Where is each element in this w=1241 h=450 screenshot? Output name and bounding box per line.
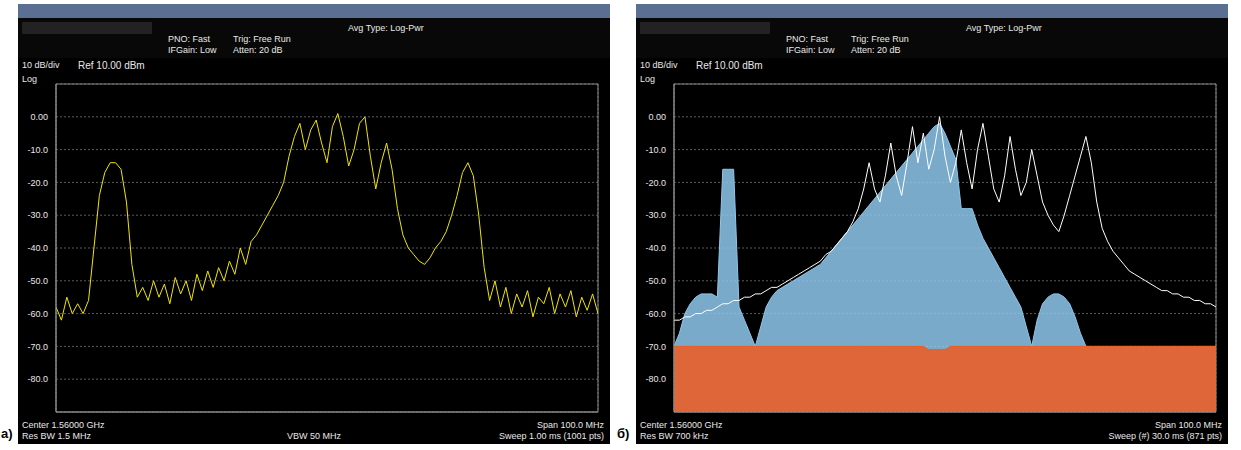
svg-text:-80.0: -80.0 bbox=[645, 374, 666, 384]
html-text:a): a) bbox=[1, 426, 13, 441]
html-text:Atten: 20 dB: Atten: 20 dB bbox=[851, 45, 901, 55]
html-text:IFGain: Low: IFGain: Low bbox=[168, 45, 217, 55]
svg-text:-20.0: -20.0 bbox=[27, 178, 48, 188]
html-text:Trig: Free Run: Trig: Free Run bbox=[233, 34, 291, 44]
html-text:б): б) bbox=[617, 426, 630, 441]
html-text:Span 100.0 MHz: Span 100.0 MHz bbox=[1155, 420, 1222, 430]
html-text:IFGain: Low: IFGain: Low bbox=[786, 45, 835, 55]
svg-text:-30.0: -30.0 bbox=[27, 210, 48, 220]
svg-text:-10.0: -10.0 bbox=[27, 145, 48, 155]
html-text:Log: Log bbox=[22, 74, 37, 84]
svg-text:-20.0: -20.0 bbox=[645, 178, 666, 188]
html-text:Center 1.56000 GHz: Center 1.56000 GHz bbox=[22, 420, 105, 430]
html-text:Avg Type: Log-Pwr: Avg Type: Log-Pwr bbox=[966, 23, 1042, 33]
svg-text:-70.0: -70.0 bbox=[645, 342, 666, 352]
html-text:Avg Type: Log-Pwr: Avg Type: Log-Pwr bbox=[348, 23, 424, 33]
svg-text:-40.0: -40.0 bbox=[645, 243, 666, 253]
html-text:Res BW 1.5 MHz: Res BW 1.5 MHz bbox=[22, 431, 91, 441]
html-text:Span 100.0 MHz: Span 100.0 MHz bbox=[537, 420, 604, 430]
html-text:Res BW 700 kHz: Res BW 700 kHz bbox=[640, 431, 709, 441]
svg-text:-10.0: -10.0 bbox=[645, 145, 666, 155]
svg-text:-40.0: -40.0 bbox=[27, 243, 48, 253]
html-text:VBW 50 MHz: VBW 50 MHz bbox=[287, 431, 341, 441]
svg-text:0.00: 0.00 bbox=[30, 112, 48, 122]
svg-text:-70.0: -70.0 bbox=[27, 342, 48, 352]
html-text:Log: Log bbox=[640, 74, 655, 84]
html-text:Sweep 1.00 ms (1001 pts): Sweep 1.00 ms (1001 pts) bbox=[498, 431, 604, 441]
html-text:Sweep (#) 30.0 ms (871 pts): Sweep (#) 30.0 ms (871 pts) bbox=[1108, 431, 1222, 441]
html-text:Center 1.56000 GHz: Center 1.56000 GHz bbox=[640, 420, 723, 430]
svg-text:-60.0: -60.0 bbox=[645, 309, 666, 319]
html-text:Ref 10.00 dBm: Ref 10.00 dBm bbox=[78, 60, 145, 71]
html-text:Atten: 20 dB: Atten: 20 dB bbox=[233, 45, 283, 55]
svg-text:-50.0: -50.0 bbox=[27, 276, 48, 286]
html-text:PNO: Fast: PNO: Fast bbox=[168, 34, 210, 44]
svg-text:-60.0: -60.0 bbox=[27, 309, 48, 319]
html-text:10 dB/div: 10 dB/div bbox=[640, 60, 678, 70]
svg-text:0.00: 0.00 bbox=[648, 112, 666, 122]
svg-text:-80.0: -80.0 bbox=[27, 374, 48, 384]
svg-text:-30.0: -30.0 bbox=[645, 210, 666, 220]
html-text:10 dB/div: 10 dB/div bbox=[22, 60, 60, 70]
svg-text:-50.0: -50.0 bbox=[645, 276, 666, 286]
html-text:PNO: Fast: PNO: Fast bbox=[786, 34, 828, 44]
html-text:Ref 10.00 dBm: Ref 10.00 dBm bbox=[696, 60, 763, 71]
html-text:Trig: Free Run: Trig: Free Run bbox=[851, 34, 909, 44]
